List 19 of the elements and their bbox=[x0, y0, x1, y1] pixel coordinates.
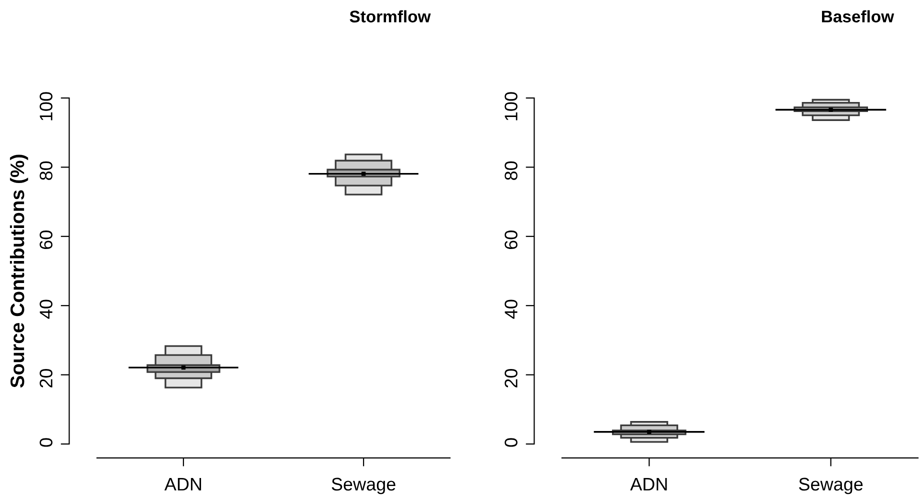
x-tick-label: Sewage bbox=[799, 478, 863, 494]
y-tick-label: 80 bbox=[40, 161, 52, 180]
y-tick-label: 40 bbox=[504, 300, 518, 319]
y-tick-label: 40 bbox=[40, 300, 52, 319]
y-tick-label: 100 bbox=[504, 92, 518, 120]
y-tick-label: 60 bbox=[504, 230, 518, 250]
y-tick-label: 80 bbox=[504, 161, 518, 180]
y-tick-label: 0 bbox=[40, 438, 52, 447]
x-tick-label: ADN bbox=[630, 478, 667, 490]
y-tick-label: 20 bbox=[504, 368, 518, 388]
x-tick-label: Sewage bbox=[332, 478, 396, 494]
y-tick-label: 60 bbox=[40, 230, 52, 250]
y-tick-label: 0 bbox=[504, 438, 518, 447]
chart-title: Baseflow bbox=[822, 10, 894, 22]
x-tick-label: ADN bbox=[164, 478, 202, 490]
y-tick-label: 100 bbox=[40, 92, 52, 120]
y-axis-title: Source Contributions (%) bbox=[10, 154, 28, 388]
y-tick-label: 20 bbox=[40, 368, 52, 388]
chart-title: Stormflow bbox=[350, 10, 431, 22]
